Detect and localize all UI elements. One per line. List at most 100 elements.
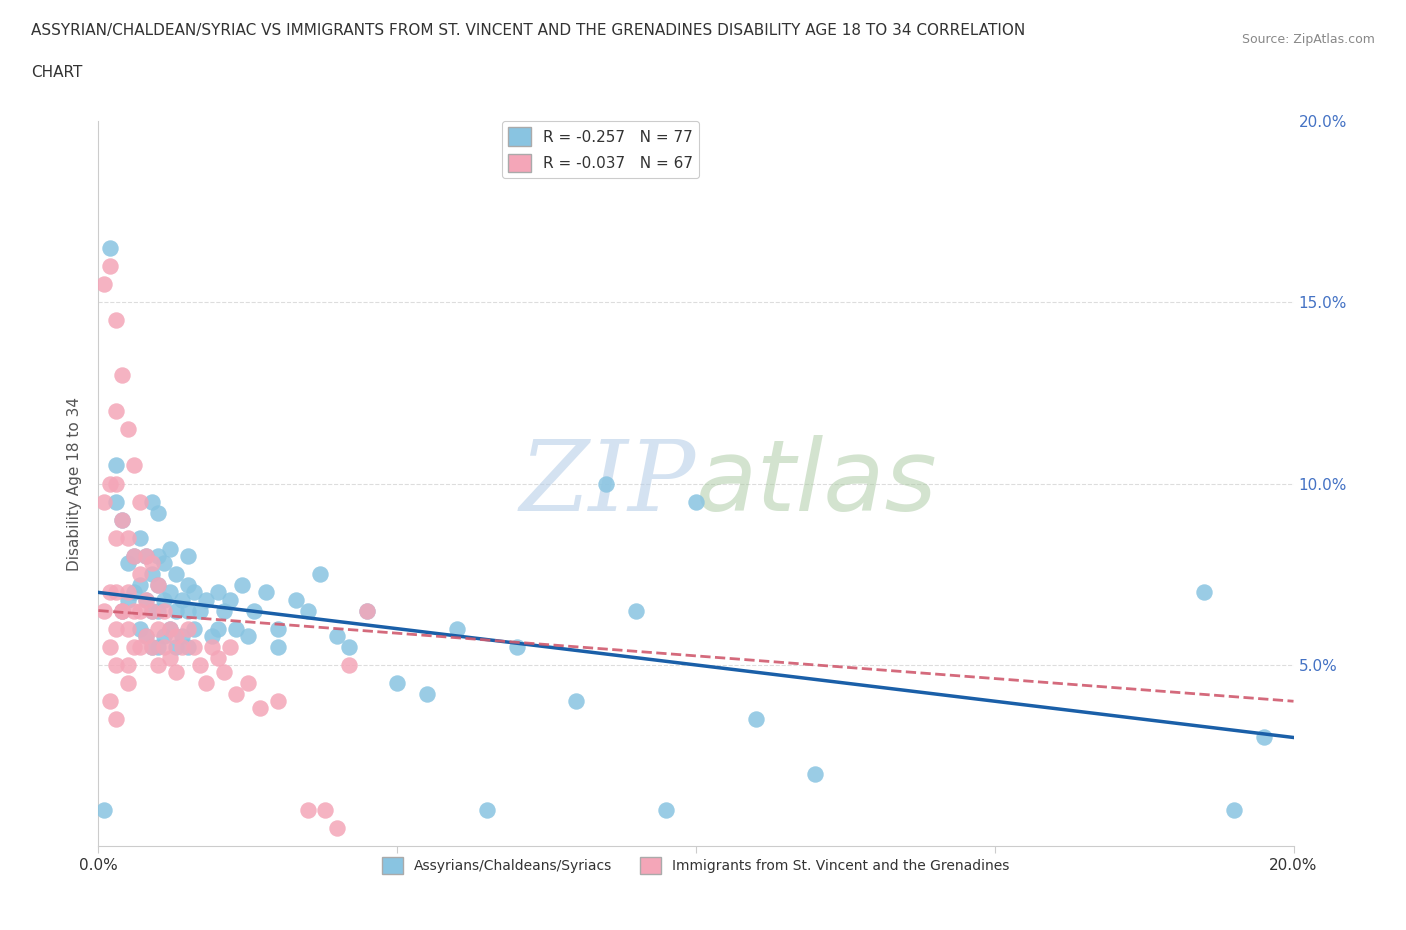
Point xyxy=(153,629,176,644)
Point xyxy=(148,658,170,672)
Point xyxy=(655,803,678,817)
Text: CHART: CHART xyxy=(31,65,83,80)
Point xyxy=(159,541,181,556)
Point xyxy=(141,567,163,582)
Point xyxy=(98,259,122,273)
Point xyxy=(124,549,146,564)
Point xyxy=(506,640,529,655)
Point xyxy=(124,604,146,618)
Point xyxy=(117,556,139,571)
Point xyxy=(129,640,152,655)
Point xyxy=(129,567,152,582)
Point xyxy=(111,604,134,618)
Point xyxy=(685,495,707,510)
Point xyxy=(356,604,378,618)
Point xyxy=(98,476,122,491)
Point xyxy=(135,629,157,644)
Text: ASSYRIAN/CHALDEAN/SYRIAC VS IMMIGRANTS FROM ST. VINCENT AND THE GRENADINES DISAB: ASSYRIAN/CHALDEAN/SYRIAC VS IMMIGRANTS F… xyxy=(31,23,1025,38)
Point xyxy=(129,621,152,636)
Point xyxy=(565,694,588,709)
Point xyxy=(165,629,187,644)
Point xyxy=(135,549,157,564)
Point xyxy=(135,629,157,644)
Point xyxy=(148,604,170,618)
Point xyxy=(595,476,617,491)
Point xyxy=(249,701,271,716)
Point xyxy=(124,640,146,655)
Point xyxy=(177,640,200,655)
Point xyxy=(172,640,194,655)
Point xyxy=(111,367,134,382)
Point xyxy=(117,658,139,672)
Point xyxy=(416,686,439,701)
Point xyxy=(201,629,224,644)
Point xyxy=(745,712,768,727)
Point xyxy=(129,578,152,592)
Point xyxy=(105,404,128,418)
Point xyxy=(212,604,235,618)
Point xyxy=(141,604,163,618)
Point xyxy=(267,621,290,636)
Point xyxy=(105,313,128,328)
Point xyxy=(124,458,146,472)
Point xyxy=(446,621,468,636)
Text: Source: ZipAtlas.com: Source: ZipAtlas.com xyxy=(1241,33,1375,46)
Point xyxy=(135,592,157,607)
Point xyxy=(172,629,194,644)
Point xyxy=(284,592,307,607)
Point xyxy=(148,640,170,655)
Point xyxy=(117,585,139,600)
Point xyxy=(105,712,128,727)
Point xyxy=(148,578,170,592)
Point xyxy=(105,530,128,545)
Point xyxy=(98,640,122,655)
Point xyxy=(159,621,181,636)
Point xyxy=(159,650,181,665)
Text: atlas: atlas xyxy=(696,435,938,532)
Y-axis label: Disability Age 18 to 34: Disability Age 18 to 34 xyxy=(67,396,83,571)
Point xyxy=(1192,585,1215,600)
Point xyxy=(267,694,290,709)
Point xyxy=(98,585,122,600)
Point xyxy=(141,604,163,618)
Point xyxy=(315,803,337,817)
Point xyxy=(153,556,176,571)
Point xyxy=(475,803,498,817)
Point xyxy=(308,567,330,582)
Point xyxy=(159,621,181,636)
Point xyxy=(129,604,152,618)
Point xyxy=(267,640,290,655)
Point xyxy=(117,592,139,607)
Point xyxy=(165,604,187,618)
Point xyxy=(111,604,134,618)
Point xyxy=(141,556,163,571)
Point xyxy=(804,766,827,781)
Point xyxy=(141,640,163,655)
Point xyxy=(177,549,200,564)
Point xyxy=(356,604,378,618)
Point xyxy=(117,422,139,437)
Point xyxy=(111,512,134,527)
Point xyxy=(105,495,128,510)
Point xyxy=(195,592,218,607)
Point xyxy=(188,658,211,672)
Point xyxy=(1253,730,1275,745)
Point xyxy=(243,604,266,618)
Point xyxy=(339,658,361,672)
Point xyxy=(207,621,229,636)
Point xyxy=(98,241,122,256)
Point xyxy=(117,675,139,690)
Point xyxy=(153,604,176,618)
Point xyxy=(385,675,409,690)
Point xyxy=(105,476,128,491)
Point xyxy=(297,604,319,618)
Point xyxy=(105,585,128,600)
Point xyxy=(231,578,253,592)
Point xyxy=(225,621,247,636)
Point xyxy=(165,567,187,582)
Point xyxy=(93,604,115,618)
Point xyxy=(177,604,200,618)
Point xyxy=(207,585,229,600)
Point xyxy=(177,621,200,636)
Point xyxy=(98,694,122,709)
